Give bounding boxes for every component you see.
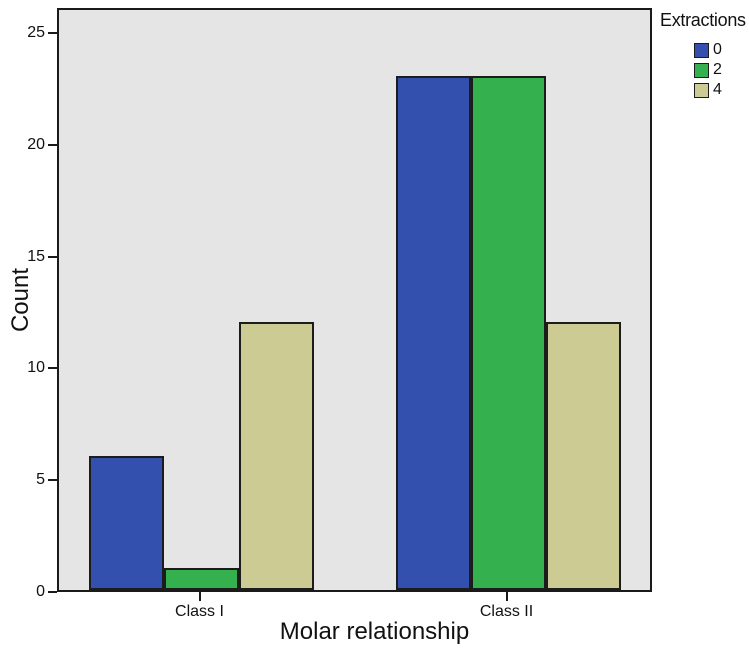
legend-title: Extractions <box>660 10 746 30</box>
x-tick-label: Class I <box>175 603 224 620</box>
y-tick-mark <box>48 255 57 258</box>
y-tick-label: 0 <box>36 583 45 600</box>
y-tick-mark <box>48 479 57 482</box>
plot-area <box>57 8 652 592</box>
x-tick-label: Class II <box>479 603 534 620</box>
bar-class-ii-extractions-0 <box>396 75 471 590</box>
x-tick-mark <box>198 592 201 601</box>
y-tick-label: 5 <box>36 471 45 489</box>
legend: Extractions 0 2 4 <box>660 10 749 101</box>
x-axis-title: Molar relationship <box>279 618 470 645</box>
legend-items: 0 2 4 <box>694 41 749 99</box>
y-tick-label: 15 <box>27 247 45 265</box>
bar-class-i-extractions-4 <box>239 321 314 590</box>
bar-class-ii-extractions-4 <box>546 321 621 590</box>
y-tick-label: 25 <box>27 24 45 41</box>
legend-item-extractions-2: 2 <box>694 61 749 79</box>
y-tick-mark <box>48 367 57 370</box>
y-tick-label: 10 <box>27 359 45 377</box>
legend-item-label: 4 <box>713 81 722 98</box>
bar-class-i-extractions-0 <box>89 455 164 590</box>
bar-class-i-extractions-2 <box>164 567 239 590</box>
legend-swatch-0 <box>694 42 709 58</box>
bar-class-ii-extractions-2 <box>471 75 546 590</box>
y-tick-mark <box>48 591 57 593</box>
legend-swatch-4 <box>694 82 709 98</box>
legend-item-label: 2 <box>713 61 722 78</box>
legend-swatch-2 <box>694 62 709 78</box>
legend-item-label: 0 <box>713 41 722 58</box>
y-axis-title: Count <box>7 267 34 333</box>
y-tick-mark <box>48 32 57 34</box>
x-tick-mark <box>505 592 508 601</box>
legend-item-extractions-4: 4 <box>694 81 749 99</box>
y-tick-label: 20 <box>27 135 45 153</box>
legend-item-extractions-0: 0 <box>694 41 749 59</box>
y-tick-mark <box>48 143 57 146</box>
